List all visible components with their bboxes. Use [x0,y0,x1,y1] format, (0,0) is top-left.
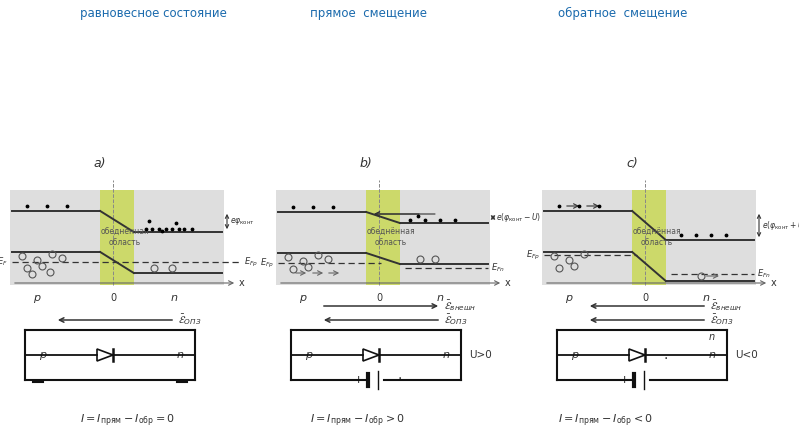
Text: 0: 0 [642,293,648,303]
Bar [10,190,224,285]
Text: обеднённая
область: обеднённая область [367,228,415,247]
Bar [366,190,400,285]
Text: n: n [436,293,443,303]
Text: $E_{Fn}$: $E_{Fn}$ [757,268,771,280]
Text: $E_F$: $E_F$ [0,256,8,268]
Text: прямое  смещение: прямое смещение [310,7,427,20]
Bar [632,190,666,285]
Text: .: . [398,368,402,382]
Text: n: n [709,332,715,342]
Text: $I = I_{\rm прям} - I_{\rm обр} > 0$: $I = I_{\rm прям} - I_{\rm обр} > 0$ [310,413,405,429]
Text: $I = I_{\rm прям} - I_{\rm обр} < 0$: $I = I_{\rm прям} - I_{\rm обр} < 0$ [558,413,653,429]
Text: $E_{Fp}$: $E_{Fp}$ [526,248,540,262]
Text: c): c) [626,157,638,170]
Text: $E_{Fp}$: $E_{Fp}$ [260,256,274,270]
Text: $\bar{\mathcal{E}}_{\mathit{ОПЗ}}$: $\bar{\mathcal{E}}_{\mathit{ОПЗ}}$ [444,312,467,328]
Bar [100,190,133,285]
Text: n: n [443,350,450,360]
Text: n: n [709,350,715,360]
Text: p: p [305,350,312,360]
Text: +: + [353,375,363,385]
Text: b): b) [360,157,372,170]
Bar [276,190,490,285]
Text: x: x [505,278,511,288]
Text: $\bar{\mathcal{E}}_{\mathit{ОПЗ}}$: $\bar{\mathcal{E}}_{\mathit{ОПЗ}}$ [710,312,733,328]
Text: 0: 0 [376,293,382,303]
Text: $e(\varphi_{\rm{конт}}-U)$: $e(\varphi_{\rm{конт}}-U)$ [496,211,541,224]
Text: обратное  смещение: обратное смещение [558,7,687,20]
Text: x: x [771,278,777,288]
Text: n: n [170,293,177,303]
Text: +: + [619,375,629,385]
Text: U>0: U>0 [469,350,491,360]
Text: n: n [702,293,710,303]
Text: p: p [571,350,578,360]
Text: n: n [177,350,184,360]
Text: $I = I_{\rm прям} - I_{\rm обр} = 0$: $I = I_{\rm прям} - I_{\rm обр} = 0$ [80,413,175,429]
Text: p: p [566,293,573,303]
Text: $e(\varphi_{\rm{конт}}+U)$: $e(\varphi_{\rm{конт}}+U)$ [762,219,799,232]
Text: $\bar{\mathcal{E}}_{\mathit{ОПЗ}}$: $\bar{\mathcal{E}}_{\mathit{ОПЗ}}$ [178,312,201,328]
Text: равновесное состояние: равновесное состояние [80,7,227,20]
Text: $e\varphi_{\rm{конт}}$: $e\varphi_{\rm{конт}}$ [230,216,255,227]
Text: $E_{Fp}$: $E_{Fp}$ [244,255,258,268]
Text: $\bar{\mathcal{E}}_{\mathit{внешн}}$: $\bar{\mathcal{E}}_{\mathit{внешн}}$ [710,299,742,313]
Text: p: p [39,350,46,360]
Text: $\bar{\mathcal{E}}_{\mathit{внешн}}$: $\bar{\mathcal{E}}_{\mathit{внешн}}$ [444,299,476,313]
Bar [542,190,756,285]
Text: U<0: U<0 [735,350,757,360]
Text: p: p [300,293,307,303]
Text: x: x [239,278,244,288]
Text: 0: 0 [110,293,116,303]
Text: обеднённая
область: обеднённая область [101,228,149,247]
Text: обеднённая
область: обеднённая область [633,228,682,247]
Text: p: p [34,293,41,303]
Text: a): a) [94,157,106,170]
Text: $E_{Fn}$: $E_{Fn}$ [491,262,505,274]
Text: .: . [664,348,668,362]
